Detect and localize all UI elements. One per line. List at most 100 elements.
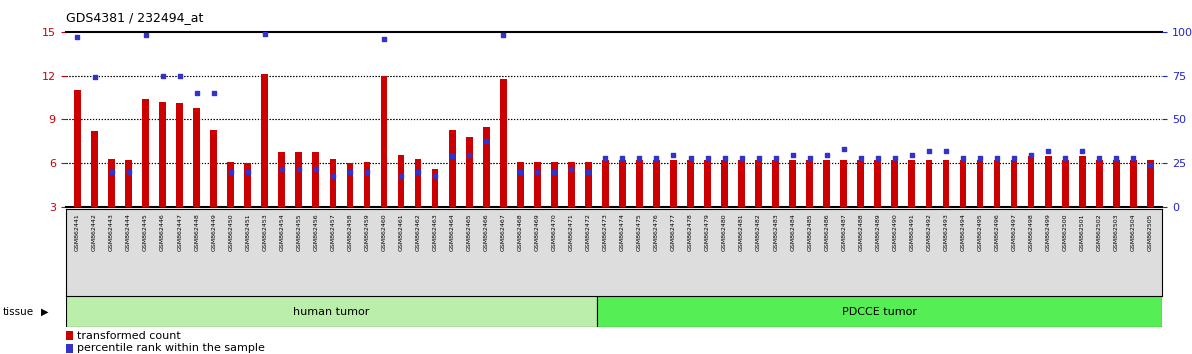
Text: GSM862469: GSM862469 bbox=[535, 213, 540, 251]
Point bbox=[477, 138, 496, 143]
Text: GSM862482: GSM862482 bbox=[756, 213, 762, 251]
Point bbox=[1124, 155, 1143, 161]
Text: GSM862444: GSM862444 bbox=[126, 213, 131, 251]
Point bbox=[732, 155, 751, 161]
Bar bbox=[585, 162, 591, 207]
Point bbox=[1022, 152, 1041, 157]
Bar bbox=[210, 130, 217, 207]
Text: GSM862449: GSM862449 bbox=[211, 213, 216, 251]
Text: GSM862480: GSM862480 bbox=[722, 213, 727, 251]
Text: GSM862442: GSM862442 bbox=[92, 213, 97, 251]
Text: GSM862462: GSM862462 bbox=[416, 213, 421, 251]
Text: GSM862458: GSM862458 bbox=[347, 213, 353, 251]
Point bbox=[272, 166, 291, 171]
Text: GSM862455: GSM862455 bbox=[297, 213, 302, 251]
Text: GSM862478: GSM862478 bbox=[688, 213, 693, 251]
Text: GSM862474: GSM862474 bbox=[620, 213, 625, 251]
Point bbox=[528, 169, 547, 175]
Bar bbox=[738, 160, 745, 207]
Text: GSM862459: GSM862459 bbox=[365, 213, 370, 251]
Bar bbox=[125, 160, 132, 207]
Bar bbox=[1044, 156, 1051, 207]
Bar bbox=[1113, 160, 1119, 207]
Bar bbox=[176, 103, 184, 207]
Bar bbox=[976, 160, 983, 207]
Text: GSM862464: GSM862464 bbox=[449, 213, 454, 251]
Bar bbox=[1028, 156, 1035, 207]
Bar bbox=[193, 108, 200, 207]
Text: GSM862463: GSM862463 bbox=[433, 213, 437, 251]
Bar bbox=[772, 160, 780, 207]
Bar bbox=[602, 160, 609, 207]
Point bbox=[187, 90, 206, 96]
Point bbox=[442, 153, 461, 159]
Bar bbox=[534, 162, 541, 207]
Bar bbox=[637, 160, 642, 207]
Point bbox=[545, 169, 564, 175]
Text: GSM862443: GSM862443 bbox=[108, 213, 114, 251]
Text: GDS4381 / 232494_at: GDS4381 / 232494_at bbox=[66, 11, 203, 24]
Text: human tumor: human tumor bbox=[293, 307, 370, 317]
Point bbox=[306, 166, 325, 171]
Bar bbox=[789, 160, 796, 207]
Bar bbox=[1130, 160, 1137, 207]
Bar bbox=[483, 127, 490, 207]
Bar bbox=[892, 160, 899, 207]
Bar bbox=[66, 296, 597, 327]
Bar bbox=[432, 169, 439, 207]
Text: GSM862499: GSM862499 bbox=[1045, 213, 1050, 251]
Point bbox=[987, 155, 1006, 161]
Point bbox=[613, 155, 632, 161]
Bar bbox=[806, 160, 813, 207]
Bar bbox=[296, 152, 303, 207]
Point bbox=[766, 155, 786, 161]
Bar bbox=[908, 160, 915, 207]
Bar bbox=[517, 162, 523, 207]
Point bbox=[391, 173, 410, 178]
Text: GSM862471: GSM862471 bbox=[569, 213, 573, 251]
Text: GSM862450: GSM862450 bbox=[228, 213, 234, 251]
Point bbox=[1038, 148, 1057, 154]
Bar bbox=[66, 344, 74, 353]
Bar bbox=[347, 163, 353, 207]
Bar bbox=[91, 131, 98, 207]
Text: GSM862473: GSM862473 bbox=[603, 213, 608, 251]
Point bbox=[749, 155, 768, 161]
Text: GSM862495: GSM862495 bbox=[977, 213, 982, 251]
Text: GSM862453: GSM862453 bbox=[262, 213, 267, 251]
Point bbox=[222, 169, 241, 175]
Point bbox=[409, 169, 428, 175]
Text: GSM862468: GSM862468 bbox=[517, 213, 523, 251]
Point bbox=[323, 173, 342, 178]
Text: GSM862456: GSM862456 bbox=[313, 213, 318, 251]
Point bbox=[886, 155, 905, 161]
Point bbox=[937, 148, 956, 154]
Text: GSM862493: GSM862493 bbox=[943, 213, 949, 251]
Point bbox=[629, 155, 648, 161]
Point bbox=[800, 155, 819, 161]
Text: GSM862460: GSM862460 bbox=[381, 213, 386, 251]
Point bbox=[579, 169, 598, 175]
Point bbox=[1005, 155, 1024, 161]
Point bbox=[493, 33, 513, 38]
Point bbox=[170, 73, 190, 79]
Point bbox=[85, 75, 104, 80]
Text: GSM862504: GSM862504 bbox=[1131, 213, 1136, 251]
Text: GSM862497: GSM862497 bbox=[1012, 213, 1017, 251]
Text: GSM862492: GSM862492 bbox=[926, 213, 931, 251]
Text: GSM862457: GSM862457 bbox=[330, 213, 335, 251]
Bar bbox=[551, 162, 558, 207]
Bar bbox=[160, 102, 166, 207]
Text: transformed count: transformed count bbox=[77, 331, 181, 341]
Bar bbox=[448, 130, 455, 207]
Point bbox=[818, 152, 837, 157]
Bar bbox=[398, 154, 404, 207]
Bar bbox=[1095, 160, 1103, 207]
Text: percentile rank within the sample: percentile rank within the sample bbox=[77, 343, 266, 353]
Bar bbox=[108, 159, 114, 207]
Text: GSM862479: GSM862479 bbox=[704, 213, 710, 251]
Bar bbox=[824, 160, 830, 207]
Text: PDCCE tumor: PDCCE tumor bbox=[842, 307, 917, 317]
Bar bbox=[704, 160, 710, 207]
Text: tissue: tissue bbox=[2, 307, 33, 317]
